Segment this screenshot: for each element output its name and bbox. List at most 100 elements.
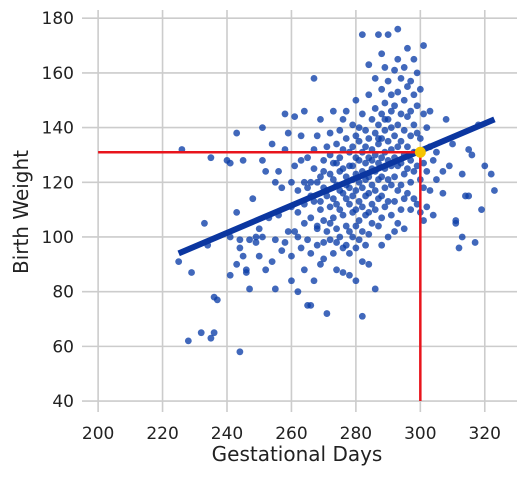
data-point	[371, 285, 379, 293]
data-point	[394, 25, 402, 33]
highlight-point	[414, 146, 426, 158]
data-point	[226, 271, 234, 279]
data-point	[313, 178, 321, 186]
data-point	[410, 121, 418, 129]
data-point	[281, 239, 289, 246]
data-point	[413, 129, 421, 137]
x-tick-label: 200	[82, 424, 114, 444]
regression-line	[177, 116, 496, 257]
data-point	[413, 69, 421, 77]
data-point	[394, 88, 402, 96]
data-point	[416, 135, 424, 142]
data-point	[268, 140, 276, 148]
data-point	[407, 77, 415, 85]
y-tick-label: 160	[42, 64, 74, 84]
data-point	[400, 195, 408, 203]
data-point	[387, 211, 395, 219]
data-point	[262, 266, 270, 274]
x-tick-label: 240	[211, 424, 243, 444]
data-point	[400, 64, 408, 71]
data-point	[381, 99, 389, 107]
data-point	[391, 198, 398, 205]
data-point	[384, 115, 392, 123]
data-point	[384, 176, 392, 183]
data-point	[207, 154, 215, 162]
data-point	[207, 334, 215, 342]
data-point	[310, 74, 318, 82]
data-point	[384, 31, 392, 39]
data-point	[478, 206, 485, 214]
data-point	[449, 140, 456, 148]
data-point	[281, 110, 289, 118]
data-point	[352, 277, 360, 285]
data-point	[349, 192, 357, 200]
data-point	[387, 91, 395, 99]
data-point	[346, 271, 353, 279]
data-point	[423, 167, 431, 175]
data-point	[304, 184, 311, 192]
data-point	[333, 200, 340, 208]
data-point	[387, 124, 395, 131]
data-point	[307, 178, 315, 186]
data-point	[375, 121, 382, 129]
data-point	[291, 228, 299, 235]
data-point	[426, 187, 434, 194]
data-point	[320, 239, 328, 246]
data-point	[317, 206, 324, 214]
data-point	[346, 200, 353, 208]
data-point	[410, 195, 418, 203]
data-point	[317, 198, 324, 205]
data-point	[394, 187, 402, 194]
data-point	[349, 233, 357, 241]
data-point	[358, 258, 366, 265]
x-tick-label: 260	[275, 424, 307, 444]
data-point	[184, 337, 192, 345]
data-point	[236, 348, 244, 356]
data-point	[320, 157, 328, 164]
data-point	[188, 269, 195, 276]
data-point	[339, 115, 347, 123]
data-point	[326, 129, 334, 137]
data-point	[426, 107, 434, 115]
data-point	[452, 219, 460, 227]
data-point	[487, 170, 495, 178]
data-point	[439, 167, 447, 175]
data-point	[371, 105, 379, 112]
data-point	[420, 159, 427, 167]
data-point	[233, 208, 241, 216]
data-point	[242, 269, 250, 276]
data-point	[352, 187, 360, 194]
data-point	[288, 178, 295, 186]
data-point	[352, 96, 360, 104]
data-point	[342, 107, 350, 115]
data-point	[394, 55, 402, 63]
data-point	[333, 159, 340, 167]
data-point	[291, 113, 299, 121]
highlight-dot	[414, 146, 426, 158]
data-point	[397, 206, 405, 214]
data-point	[362, 143, 369, 151]
data-point	[365, 189, 373, 197]
data-point	[433, 176, 440, 183]
data-point	[391, 66, 398, 74]
data-point	[420, 184, 427, 192]
data-point	[329, 107, 337, 115]
data-point	[233, 260, 241, 268]
data-point	[323, 310, 331, 317]
data-point	[329, 176, 337, 183]
y-tick-label: 140	[42, 119, 74, 139]
data-point	[313, 225, 321, 233]
data-point	[233, 129, 241, 137]
data-point	[346, 228, 353, 235]
x-tick-label: 320	[469, 424, 501, 444]
data-point	[433, 148, 440, 156]
data-point	[349, 162, 357, 170]
data-point	[371, 206, 379, 214]
data-point	[236, 236, 244, 244]
data-point	[368, 219, 376, 227]
data-point	[397, 181, 405, 189]
data-point	[342, 241, 350, 249]
data-point	[391, 102, 398, 110]
data-point	[397, 74, 405, 82]
data-point	[400, 126, 408, 134]
